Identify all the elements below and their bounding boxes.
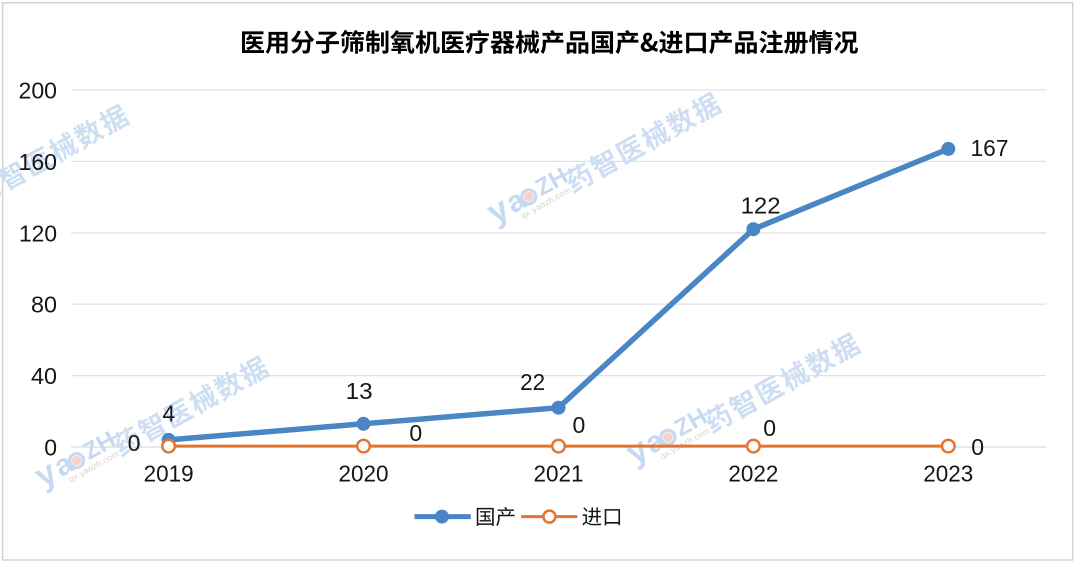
svg-text:0: 0 [409,420,422,446]
svg-text:0: 0 [573,412,586,438]
svg-text:2022: 2022 [728,461,778,487]
svg-text:200: 200 [19,78,57,104]
svg-text:2023: 2023 [923,461,973,487]
svg-text:0: 0 [128,430,141,456]
svg-text:2021: 2021 [534,461,584,487]
svg-text:4: 4 [162,401,175,427]
svg-text:120: 120 [19,220,57,246]
svg-text:13: 13 [346,378,373,404]
svg-text:167: 167 [971,135,1009,161]
svg-text:0: 0 [971,434,984,460]
svg-text:40: 40 [31,363,57,389]
svg-text:160: 160 [19,149,57,175]
svg-text:122: 122 [741,193,781,219]
svg-text:2019: 2019 [144,461,194,487]
svg-text:0: 0 [44,435,57,461]
svg-text:2020: 2020 [339,461,389,487]
svg-text:0: 0 [763,415,776,441]
svg-text:80: 80 [31,292,57,318]
svg-text:22: 22 [520,369,545,395]
